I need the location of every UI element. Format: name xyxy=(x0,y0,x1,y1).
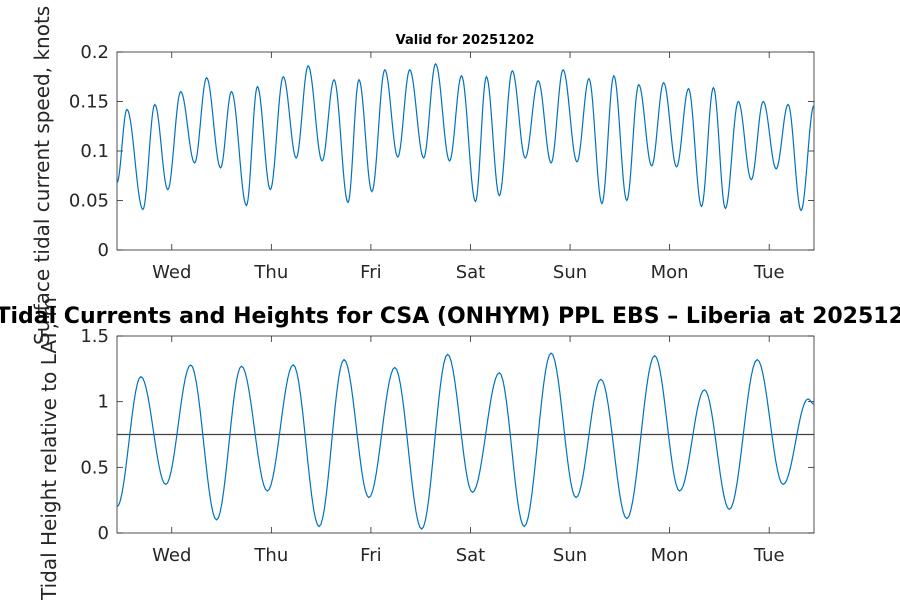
height-ytick-label: 0.5 xyxy=(80,457,109,478)
height-ytick-label: 1.5 xyxy=(80,326,109,347)
height-xtick-label: Fri xyxy=(360,545,381,566)
speed-ytick-label: 0.05 xyxy=(69,191,109,212)
speed-xtick-label: Wed xyxy=(152,262,191,283)
main-chart-title: Tidal Currents and Heights for CSA (ONHY… xyxy=(0,304,900,329)
speed-xtick-label: Tue xyxy=(753,262,785,283)
speed-xtick-label: Mon xyxy=(651,262,689,283)
height-y-axis-label: Tidal Height relative to LAT, m xyxy=(37,297,61,600)
speed-xtick-label: Sun xyxy=(553,262,587,283)
speed-xtick-label: Fri xyxy=(360,262,381,283)
speed-xtick-label: Sat xyxy=(456,262,486,283)
speed-series-line xyxy=(116,62,815,212)
speed-y-axis-label: Surface tidal current speed, knots xyxy=(30,6,54,345)
speed-ytick-label: 0 xyxy=(98,240,109,261)
height-ytick-label: 0 xyxy=(98,523,109,544)
height-xtick-label: Mon xyxy=(651,545,689,566)
speed-ytick-label: 0.2 xyxy=(80,42,109,63)
speed-ytick-label: 0.15 xyxy=(69,92,109,113)
height-xtick-label: Thu xyxy=(253,545,288,566)
height-xtick-label: Sat xyxy=(456,545,486,566)
height-xtick-label: Tue xyxy=(753,545,785,566)
height-chart: 0 0.5 1 1.5 Wed Thu Fri Sat Sun Mon Tue Tidal Hei… xyxy=(0,297,900,600)
height-series-line xyxy=(116,352,815,530)
height-xtick-label: Sun xyxy=(553,545,587,566)
speed-chart: Valid for 20251202 0 0.05 0.1 0.15 0.2 Wed Th… xyxy=(30,6,815,345)
speed-chart-title: Valid for 20251202 xyxy=(396,33,535,48)
height-xtick-label: Wed xyxy=(152,545,191,566)
height-ytick-label: 1 xyxy=(98,392,109,413)
speed-ytick-label: 0.1 xyxy=(80,141,109,162)
speed-xtick-label: Thu xyxy=(253,262,288,283)
speed-axes-box xyxy=(116,51,815,251)
